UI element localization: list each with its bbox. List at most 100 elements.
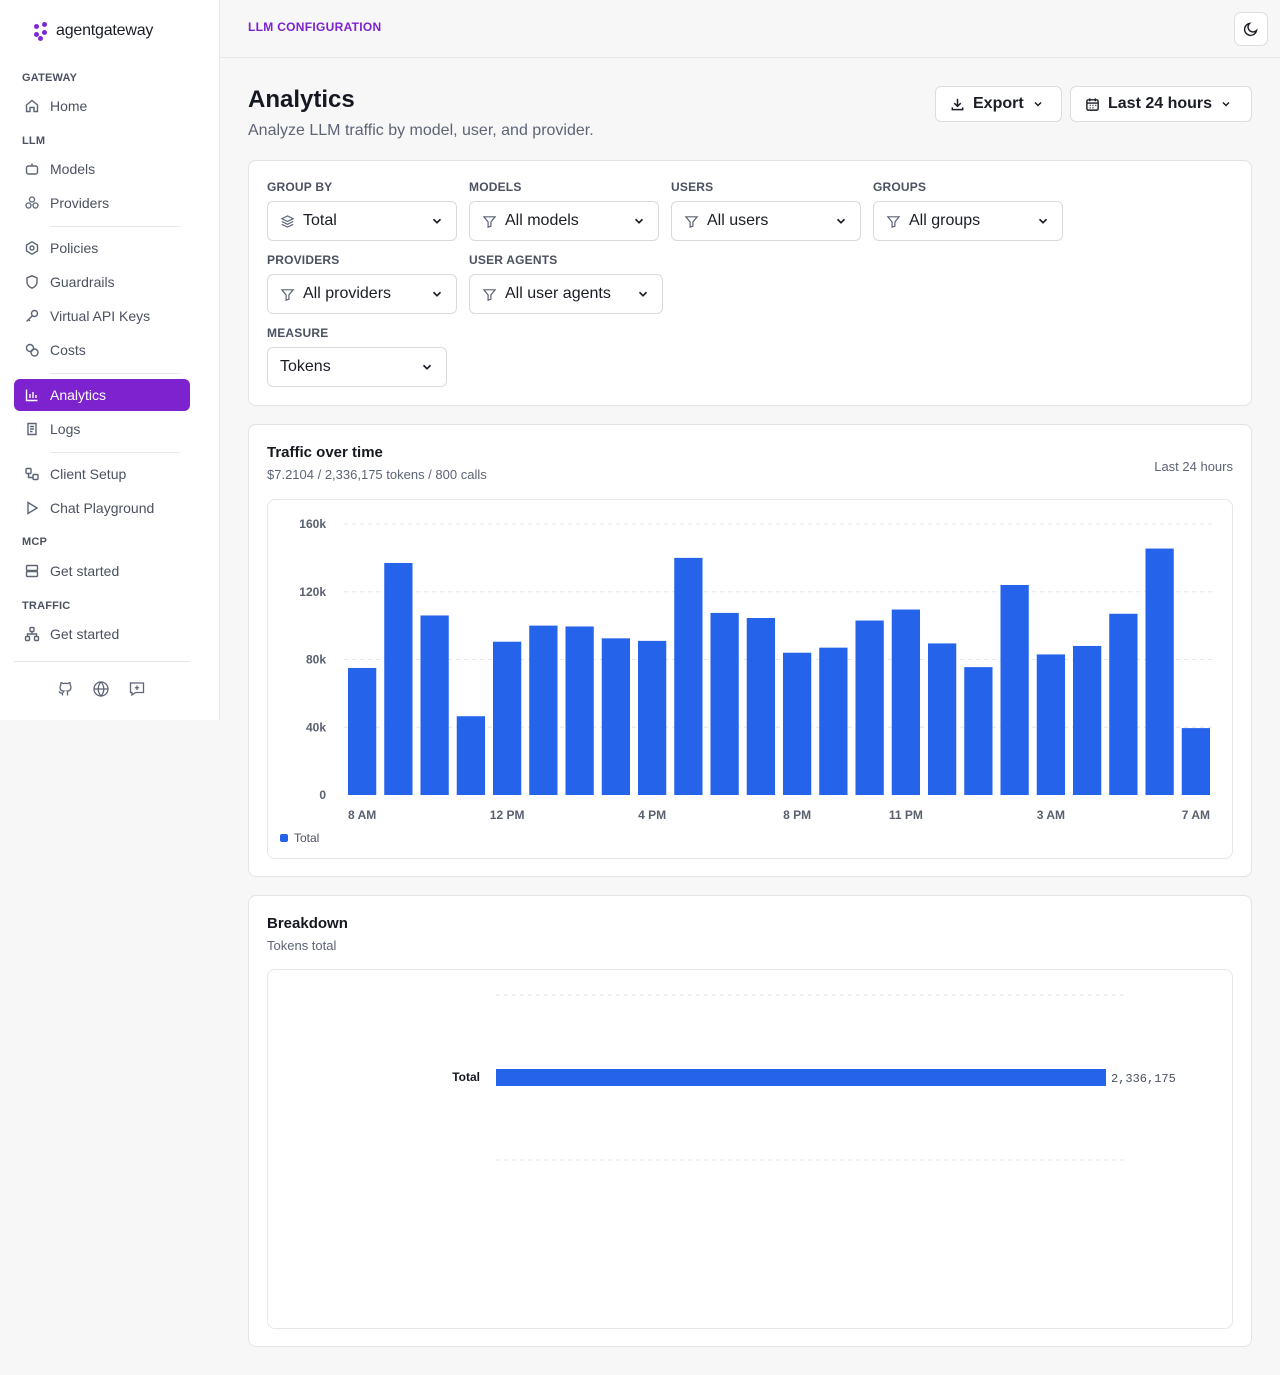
y-tick-label: 160k	[299, 517, 326, 531]
sidebar-item-traffic-get-started[interactable]: Get started	[14, 618, 190, 650]
sidebar-item-label: Get started	[50, 626, 120, 642]
bar	[746, 618, 776, 795]
users-select[interactable]: All users	[671, 201, 861, 241]
filter-icon	[482, 214, 497, 229]
bar	[492, 641, 522, 795]
models-value: All models	[505, 212, 579, 229]
sidebar-item-label: Home	[50, 98, 88, 114]
x-tick-label: 4 PM	[638, 808, 666, 822]
bar	[565, 626, 594, 795]
x-tick-label: 8 PM	[783, 808, 811, 822]
sidebar-item-costs[interactable]: Costs	[14, 334, 190, 366]
brand-logo[interactable]: agentgateway	[32, 20, 153, 42]
bot-icon	[25, 163, 39, 175]
chevron-down-icon	[430, 214, 444, 228]
filter-icon	[482, 287, 497, 302]
bar	[420, 615, 449, 795]
group-by-value: Total	[303, 212, 337, 229]
page-title: Analytics	[248, 86, 355, 113]
user-agents-select[interactable]: All user agents	[469, 274, 663, 314]
x-tick-label: 12 PM	[490, 808, 525, 822]
globe-icon[interactable]	[92, 680, 110, 698]
group-by-select[interactable]: Total	[267, 201, 457, 241]
filter-icon	[280, 287, 295, 302]
logs-icon	[27, 422, 37, 436]
measure-value: Tokens	[280, 358, 331, 375]
chevron-down-icon	[430, 287, 444, 301]
groups-select[interactable]: All groups	[873, 201, 1063, 241]
bar	[601, 638, 631, 795]
divider	[50, 373, 180, 374]
sidebar-item-label: Guardrails	[50, 274, 115, 290]
divider	[50, 226, 180, 227]
bar	[1181, 728, 1211, 795]
y-tick-label: 0	[319, 788, 326, 802]
bar	[891, 609, 921, 795]
users-value: All users	[707, 212, 769, 229]
bar	[637, 640, 667, 795]
section-gateway: GATEWAY	[22, 72, 78, 84]
sidebar-item-virtual-api-keys[interactable]: Virtual API Keys	[14, 300, 190, 332]
providers-icon	[25, 196, 39, 209]
sidebar-item-providers[interactable]: Providers	[14, 187, 190, 219]
feedback-icon[interactable]	[128, 680, 146, 698]
sidebar-item-home[interactable]: Home	[14, 90, 190, 122]
bar	[674, 557, 703, 795]
time-range-button[interactable]: Last 24 hours	[1070, 86, 1252, 122]
bar	[1036, 654, 1066, 795]
value-label: 2,336,175	[1111, 1072, 1176, 1086]
sidebar-item-policies[interactable]: Policies	[14, 232, 190, 264]
export-button[interactable]: Export	[935, 86, 1062, 122]
sidebar-item-label: Policies	[50, 240, 99, 256]
download-icon	[951, 98, 964, 110]
sidebar-item-logs[interactable]: Logs	[14, 413, 190, 445]
chevron-down-icon	[632, 214, 646, 228]
chevron-down-icon	[636, 287, 650, 301]
measure-select[interactable]: Tokens	[267, 347, 447, 387]
legend-label: Total	[294, 831, 320, 845]
server-icon	[25, 564, 39, 578]
breakdown-card: Breakdown Tokens total Total 2,336,175	[248, 895, 1252, 1347]
bar	[347, 667, 377, 795]
github-icon[interactable]	[56, 680, 74, 698]
sidebar-item-analytics[interactable]: Analytics	[14, 379, 190, 411]
user-agents-value: All user agents	[505, 285, 611, 302]
network-icon	[24, 626, 40, 642]
theme-toggle-button[interactable]	[1234, 12, 1268, 46]
export-label: Export	[973, 95, 1024, 112]
breakdown-chart-panel: Total 2,336,175	[267, 969, 1233, 1329]
breadcrumb: LLM CONFIGURATION	[248, 20, 382, 34]
sidebar-item-models[interactable]: Models	[14, 153, 190, 185]
models-select[interactable]: All models	[469, 201, 659, 241]
sidebar-item-chat-playground[interactable]: Chat Playground	[14, 492, 190, 524]
y-tick-label: 120k	[299, 585, 326, 599]
calendar-icon	[1086, 97, 1099, 111]
shield-icon	[26, 275, 38, 289]
section-llm: LLM	[22, 135, 46, 147]
setup-icon	[25, 467, 39, 481]
bar	[1109, 613, 1138, 795]
bar	[855, 620, 884, 795]
sidebar-item-mcp-get-started[interactable]: Get started	[14, 555, 190, 587]
models-label: MODELS	[469, 180, 522, 194]
groups-value: All groups	[909, 212, 981, 229]
chevron-down-icon	[834, 214, 848, 228]
sidebar-item-label: Logs	[50, 421, 81, 437]
user-agents-label: USER AGENTS	[469, 253, 558, 267]
sidebar-item-label: Virtual API Keys	[50, 308, 151, 324]
measure-label: MEASURE	[267, 326, 329, 340]
x-tick-label: 7 AM	[1182, 808, 1210, 822]
sidebar-item-client-setup[interactable]: Client Setup	[14, 458, 190, 490]
bar	[1145, 548, 1174, 795]
groups-label: GROUPS	[873, 180, 927, 194]
divider	[50, 452, 180, 453]
policy-icon	[25, 240, 39, 256]
traffic-legend[interactable]: Total	[280, 831, 319, 845]
sidebar-item-guardrails[interactable]: Guardrails	[14, 266, 190, 298]
moon-icon	[1243, 22, 1258, 37]
providers-select[interactable]: All providers	[267, 274, 457, 314]
bar	[710, 612, 739, 795]
breakdown-title: Breakdown	[267, 915, 348, 932]
chart-icon	[25, 389, 38, 402]
time-range-label: Last 24 hours	[1108, 95, 1213, 112]
